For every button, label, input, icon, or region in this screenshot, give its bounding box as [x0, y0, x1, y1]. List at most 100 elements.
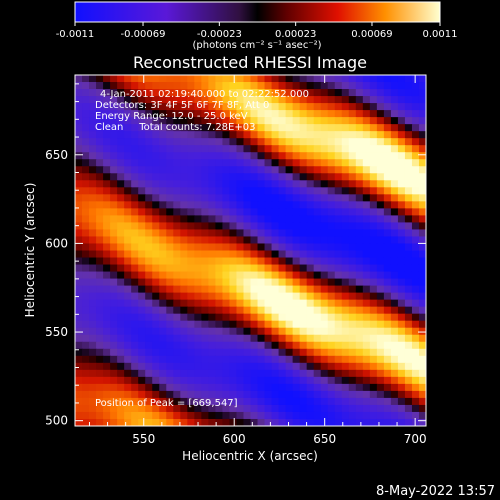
heatmap-cell: [327, 411, 336, 420]
heatmap-cell: [75, 110, 83, 118]
heatmap-cell: [187, 222, 195, 231]
heatmap-cell: [313, 292, 322, 301]
heatmap-cell: [299, 355, 308, 364]
heatmap-cell: [313, 313, 322, 322]
heatmap-cell: [222, 110, 231, 118]
heatmap-cell: [243, 222, 252, 231]
heatmap-cell: [194, 117, 202, 125]
heatmap-cell: [166, 341, 174, 350]
heatmap-cell: [341, 341, 350, 350]
heatmap-cell: [418, 180, 426, 188]
heatmap-cell: [376, 327, 385, 336]
heatmap-cell: [243, 257, 252, 266]
heatmap-cell: [103, 271, 111, 280]
heatmap-cell: [96, 341, 104, 350]
heatmap-cell: [306, 180, 315, 188]
heatmap-cell: [201, 208, 209, 216]
heatmap-cell: [411, 418, 420, 426]
heatmap-cell: [229, 355, 238, 364]
heatmap-cell: [341, 355, 350, 364]
heatmap-cell: [89, 341, 97, 350]
heatmap-cell: [320, 383, 329, 392]
heatmap-cell: [404, 334, 413, 343]
heatmap-cell: [341, 327, 350, 336]
heatmap-cell: [383, 285, 392, 294]
heatmap-cell: [75, 299, 83, 308]
heatmap-cell: [145, 327, 153, 336]
heatmap-cell: [313, 306, 322, 315]
heatmap-cell: [166, 418, 174, 426]
heatmap-cell: [173, 306, 181, 315]
heatmap-cell: [75, 404, 83, 413]
heatmap-cell: [320, 278, 329, 287]
heatmap-cell: [124, 131, 132, 139]
heatmap-cell: [187, 299, 195, 308]
heatmap-cell: [138, 313, 146, 322]
heatmap-cell: [397, 166, 406, 174]
heatmap-cell: [320, 299, 329, 308]
heatmap-cell: [404, 243, 413, 252]
heatmap-cell: [418, 82, 426, 90]
heatmap-cell: [117, 341, 125, 350]
heatmap-cell: [117, 152, 125, 160]
heatmap-cell: [418, 236, 426, 245]
heatmap-cell: [320, 285, 329, 294]
heatmap-cell: [271, 369, 280, 378]
heatmap-cell: [299, 397, 308, 406]
heatmap-cell: [355, 418, 364, 426]
annotation-peak: Position of Peak = [669,547]: [95, 398, 238, 409]
heatmap-cell: [89, 236, 97, 245]
heatmap-cell: [362, 299, 371, 308]
heatmap-cell: [229, 124, 238, 132]
heatmap-cell: [418, 229, 426, 238]
heatmap-cell: [187, 131, 195, 139]
heatmap-cell: [313, 411, 322, 420]
heatmap-cell: [404, 376, 413, 385]
heatmap-cell: [82, 208, 90, 216]
heatmap-cell: [187, 390, 195, 399]
heatmap-cell: [89, 110, 97, 118]
heatmap-cell: [208, 334, 216, 343]
heatmap-cell: [285, 152, 294, 160]
annotation-energy-range: Energy Range: 12.0 - 25.0 keV: [95, 111, 248, 122]
heatmap-cell: [376, 390, 385, 399]
heatmap-cell: [187, 397, 195, 406]
heatmap-cell: [299, 383, 308, 392]
heatmap-cell: [362, 152, 371, 160]
heatmap-cell: [257, 334, 266, 343]
heatmap-cell: [201, 313, 209, 322]
heatmap-cell: [320, 334, 329, 343]
heatmap-cell: [236, 243, 245, 252]
heatmap-cell: [194, 131, 202, 139]
heatmap-cell: [250, 138, 259, 146]
heatmap-cell: [75, 306, 83, 315]
heatmap-cell: [96, 299, 104, 308]
heatmap-cell: [201, 390, 209, 399]
heatmap-cell: [75, 96, 83, 104]
heatmap-cell: [404, 278, 413, 287]
heatmap-cell: [362, 194, 371, 202]
heatmap-cell: [166, 404, 174, 413]
heatmap-cell: [271, 320, 280, 329]
heatmap-cell: [250, 327, 259, 336]
heatmap-cell: [369, 124, 378, 132]
heatmap-cell: [313, 334, 322, 343]
heatmap-cell: [131, 180, 139, 188]
heatmap-cell: [187, 208, 195, 216]
heatmap-cell: [180, 229, 188, 238]
heatmap-cell: [411, 208, 420, 216]
heatmap-cell: [159, 152, 167, 160]
heatmap-cell: [334, 320, 343, 329]
heatmap-cell: [89, 397, 97, 406]
heatmap-cell: [194, 327, 202, 336]
heatmap-cell: [411, 131, 420, 139]
heatmap-cell: [229, 306, 238, 315]
heatmap-cell: [208, 257, 216, 266]
heatmap-cell: [341, 89, 350, 97]
heatmap-cell: [390, 285, 399, 294]
heatmap-cell: [222, 257, 231, 266]
heatmap-cell: [278, 243, 287, 252]
heatmap-cell: [341, 313, 350, 322]
heatmap-cell: [369, 341, 378, 350]
heatmap-cell: [390, 124, 399, 132]
